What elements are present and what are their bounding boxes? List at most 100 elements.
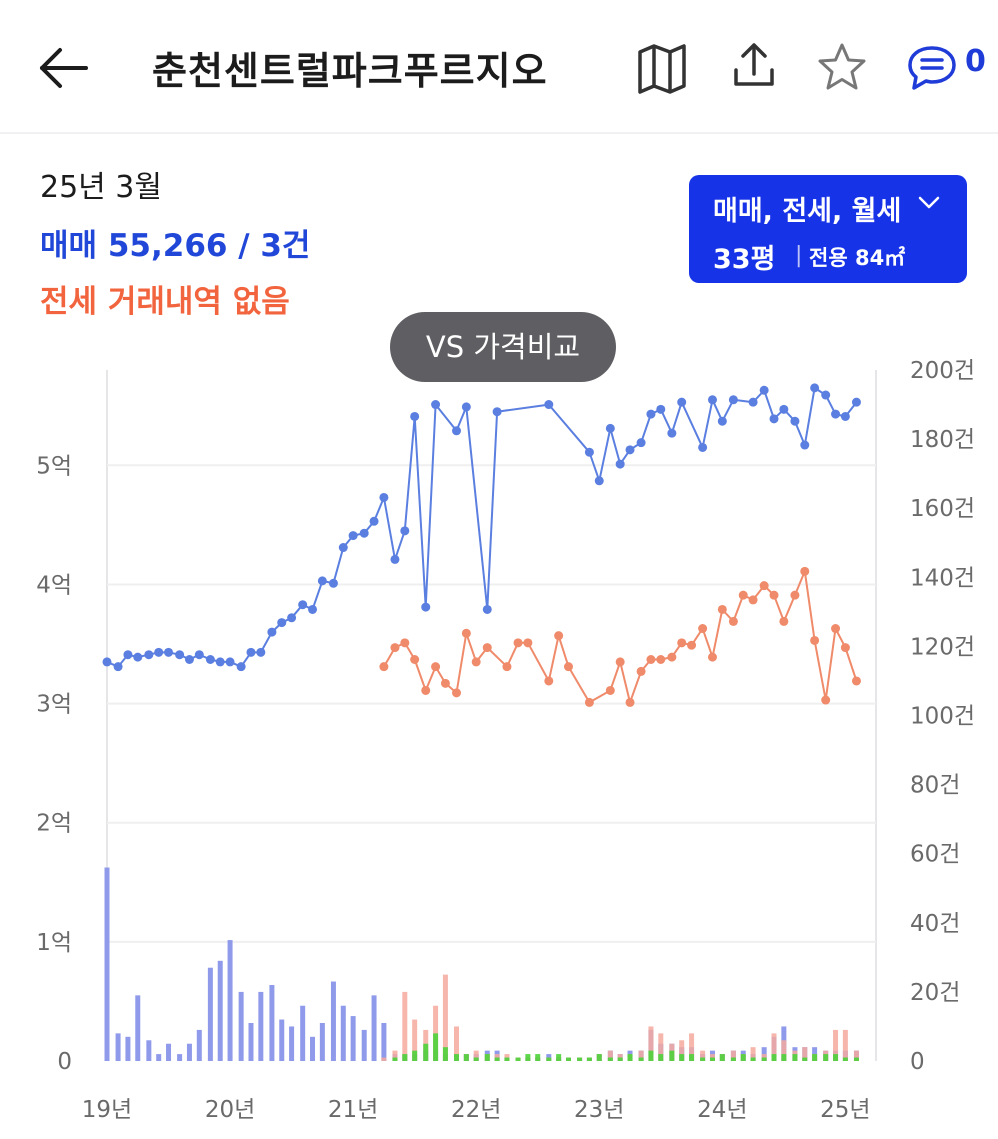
sale-price-point bbox=[452, 426, 462, 436]
sale-volume-bar bbox=[177, 1054, 183, 1061]
jeonse-price-point bbox=[738, 590, 748, 600]
monthly-volume-bar bbox=[709, 1057, 715, 1061]
jeonse-price-point bbox=[779, 616, 789, 626]
sale-price-point bbox=[205, 655, 215, 665]
monthly-volume-bar bbox=[392, 1057, 398, 1061]
monthly-volume-bar bbox=[792, 1054, 798, 1061]
jeonse-price-point bbox=[851, 676, 861, 686]
monthly-volume-bar bbox=[546, 1057, 552, 1061]
arrow-left-icon[interactable] bbox=[36, 44, 92, 92]
star-icon[interactable] bbox=[812, 38, 872, 98]
jeonse-price-point bbox=[400, 638, 410, 648]
monthly-volume-bar bbox=[577, 1057, 583, 1061]
sale-price-point bbox=[821, 390, 831, 400]
x-tick-label: 25년 bbox=[820, 1097, 870, 1123]
jeonse-price-point bbox=[625, 697, 635, 707]
share-icon[interactable] bbox=[724, 38, 784, 98]
area-label: 전용 84㎡ bbox=[809, 246, 906, 270]
jeonse-price-point bbox=[605, 685, 615, 695]
price-lines bbox=[102, 383, 861, 707]
jeonse-price-point bbox=[810, 635, 820, 645]
sale-price-point bbox=[328, 578, 338, 588]
sale-price-point bbox=[769, 414, 779, 424]
jeonse-price-line bbox=[383, 570, 858, 704]
y-right-tick-label: 40건 bbox=[910, 911, 960, 937]
map-icon[interactable] bbox=[632, 38, 692, 98]
monthly-volume-bar bbox=[638, 1057, 644, 1061]
monthly-volume-bar bbox=[689, 1054, 695, 1061]
jeonse-volume-bar bbox=[392, 1050, 398, 1061]
jeonse-price-point bbox=[410, 655, 420, 665]
monthly-volume-bar bbox=[504, 1057, 510, 1061]
jeonse-volume-bar bbox=[454, 1026, 460, 1061]
y-right-tick-label: 80건 bbox=[910, 773, 960, 799]
sale-price-point bbox=[400, 526, 410, 536]
monthly-volume-bar bbox=[412, 1050, 418, 1061]
jeonse-price-point bbox=[440, 678, 450, 688]
y-left-tick-label: 5억 bbox=[36, 453, 72, 479]
sale-volume-bar bbox=[238, 991, 244, 1061]
y-right-tick-label: 100건 bbox=[910, 704, 975, 730]
jeonse-price-point bbox=[698, 624, 708, 634]
y-right-tick-label: 120건 bbox=[910, 634, 975, 660]
deal-types-label: 매매, 전세, 월세 bbox=[713, 196, 902, 227]
deal-type-filter-button[interactable]: 매매, 전세, 월세 33평 | 전용 84㎡ bbox=[689, 175, 967, 283]
jeonse-price-point bbox=[707, 652, 717, 662]
sale-price-point bbox=[410, 411, 420, 421]
sale-volume-bar bbox=[340, 1005, 346, 1061]
sale-price-point bbox=[646, 409, 656, 419]
sale-price-point bbox=[102, 657, 112, 667]
sale-price-point bbox=[338, 543, 348, 553]
sale-price-point bbox=[584, 447, 594, 457]
sale-price-point bbox=[308, 604, 318, 614]
comment-count[interactable]: 0 bbox=[965, 44, 986, 79]
jeonse-price-point bbox=[656, 655, 666, 665]
sale-volume-bar bbox=[258, 991, 264, 1061]
selected-month: 25년 3월 bbox=[40, 170, 162, 205]
sale-price-point bbox=[636, 438, 646, 448]
jeonse-volume-bar bbox=[679, 1040, 685, 1061]
jeonse-price-point bbox=[790, 590, 800, 600]
monthly-volume-bar bbox=[853, 1057, 859, 1061]
jeonse-price-point bbox=[513, 638, 523, 648]
sale-price-point bbox=[267, 627, 277, 637]
jeonse-price-point bbox=[502, 662, 512, 672]
compare-price-button[interactable]: VS 가격비교 bbox=[390, 312, 616, 382]
monthly-volume-bar bbox=[535, 1054, 541, 1061]
jeonse-volume-bar bbox=[648, 1026, 654, 1061]
sale-price-point bbox=[236, 662, 246, 672]
jeonse-summary: 전세 거래내역 없음 bbox=[40, 284, 290, 320]
sale-price-point bbox=[246, 647, 256, 657]
jeonse-volume-bar bbox=[689, 1033, 695, 1061]
jeonse-volume-bar bbox=[381, 1057, 387, 1061]
monthly-volume-bar bbox=[750, 1057, 756, 1061]
sale-volume-bar bbox=[381, 1022, 387, 1061]
sale-price-point bbox=[594, 476, 604, 486]
sale-price-point bbox=[144, 650, 154, 660]
sale-price-point bbox=[369, 516, 379, 526]
sale-price-point bbox=[215, 657, 225, 667]
monthly-volume-bar bbox=[679, 1054, 685, 1061]
y-right-tick-label: 60건 bbox=[910, 842, 960, 868]
monthly-volume-bar bbox=[473, 1057, 479, 1061]
sale-price-line bbox=[106, 386, 858, 668]
sale-volume-bar bbox=[104, 867, 110, 1061]
monthly-volume-bar bbox=[823, 1054, 829, 1061]
sale-price-point bbox=[728, 395, 738, 405]
y-right-tick-label: 160건 bbox=[910, 496, 975, 522]
sale-volume-bar bbox=[207, 967, 213, 1061]
sale-price-point bbox=[184, 655, 194, 665]
jeonse-volume-bar bbox=[442, 974, 448, 1061]
sale-price-point bbox=[810, 383, 820, 393]
jeonse-price-point bbox=[421, 685, 431, 695]
sale-volume-bar bbox=[115, 1033, 121, 1061]
volume-bars bbox=[104, 867, 859, 1061]
monthly-volume-bar bbox=[812, 1054, 818, 1061]
jeonse-volume-bar bbox=[617, 1054, 623, 1061]
jeonse-volume-bar bbox=[402, 991, 408, 1061]
monthly-volume-bar bbox=[454, 1054, 460, 1061]
monthly-volume-bar bbox=[596, 1054, 602, 1061]
comment-icon[interactable] bbox=[902, 38, 962, 98]
chart-grid bbox=[106, 370, 877, 1061]
jeonse-price-point bbox=[636, 666, 646, 676]
